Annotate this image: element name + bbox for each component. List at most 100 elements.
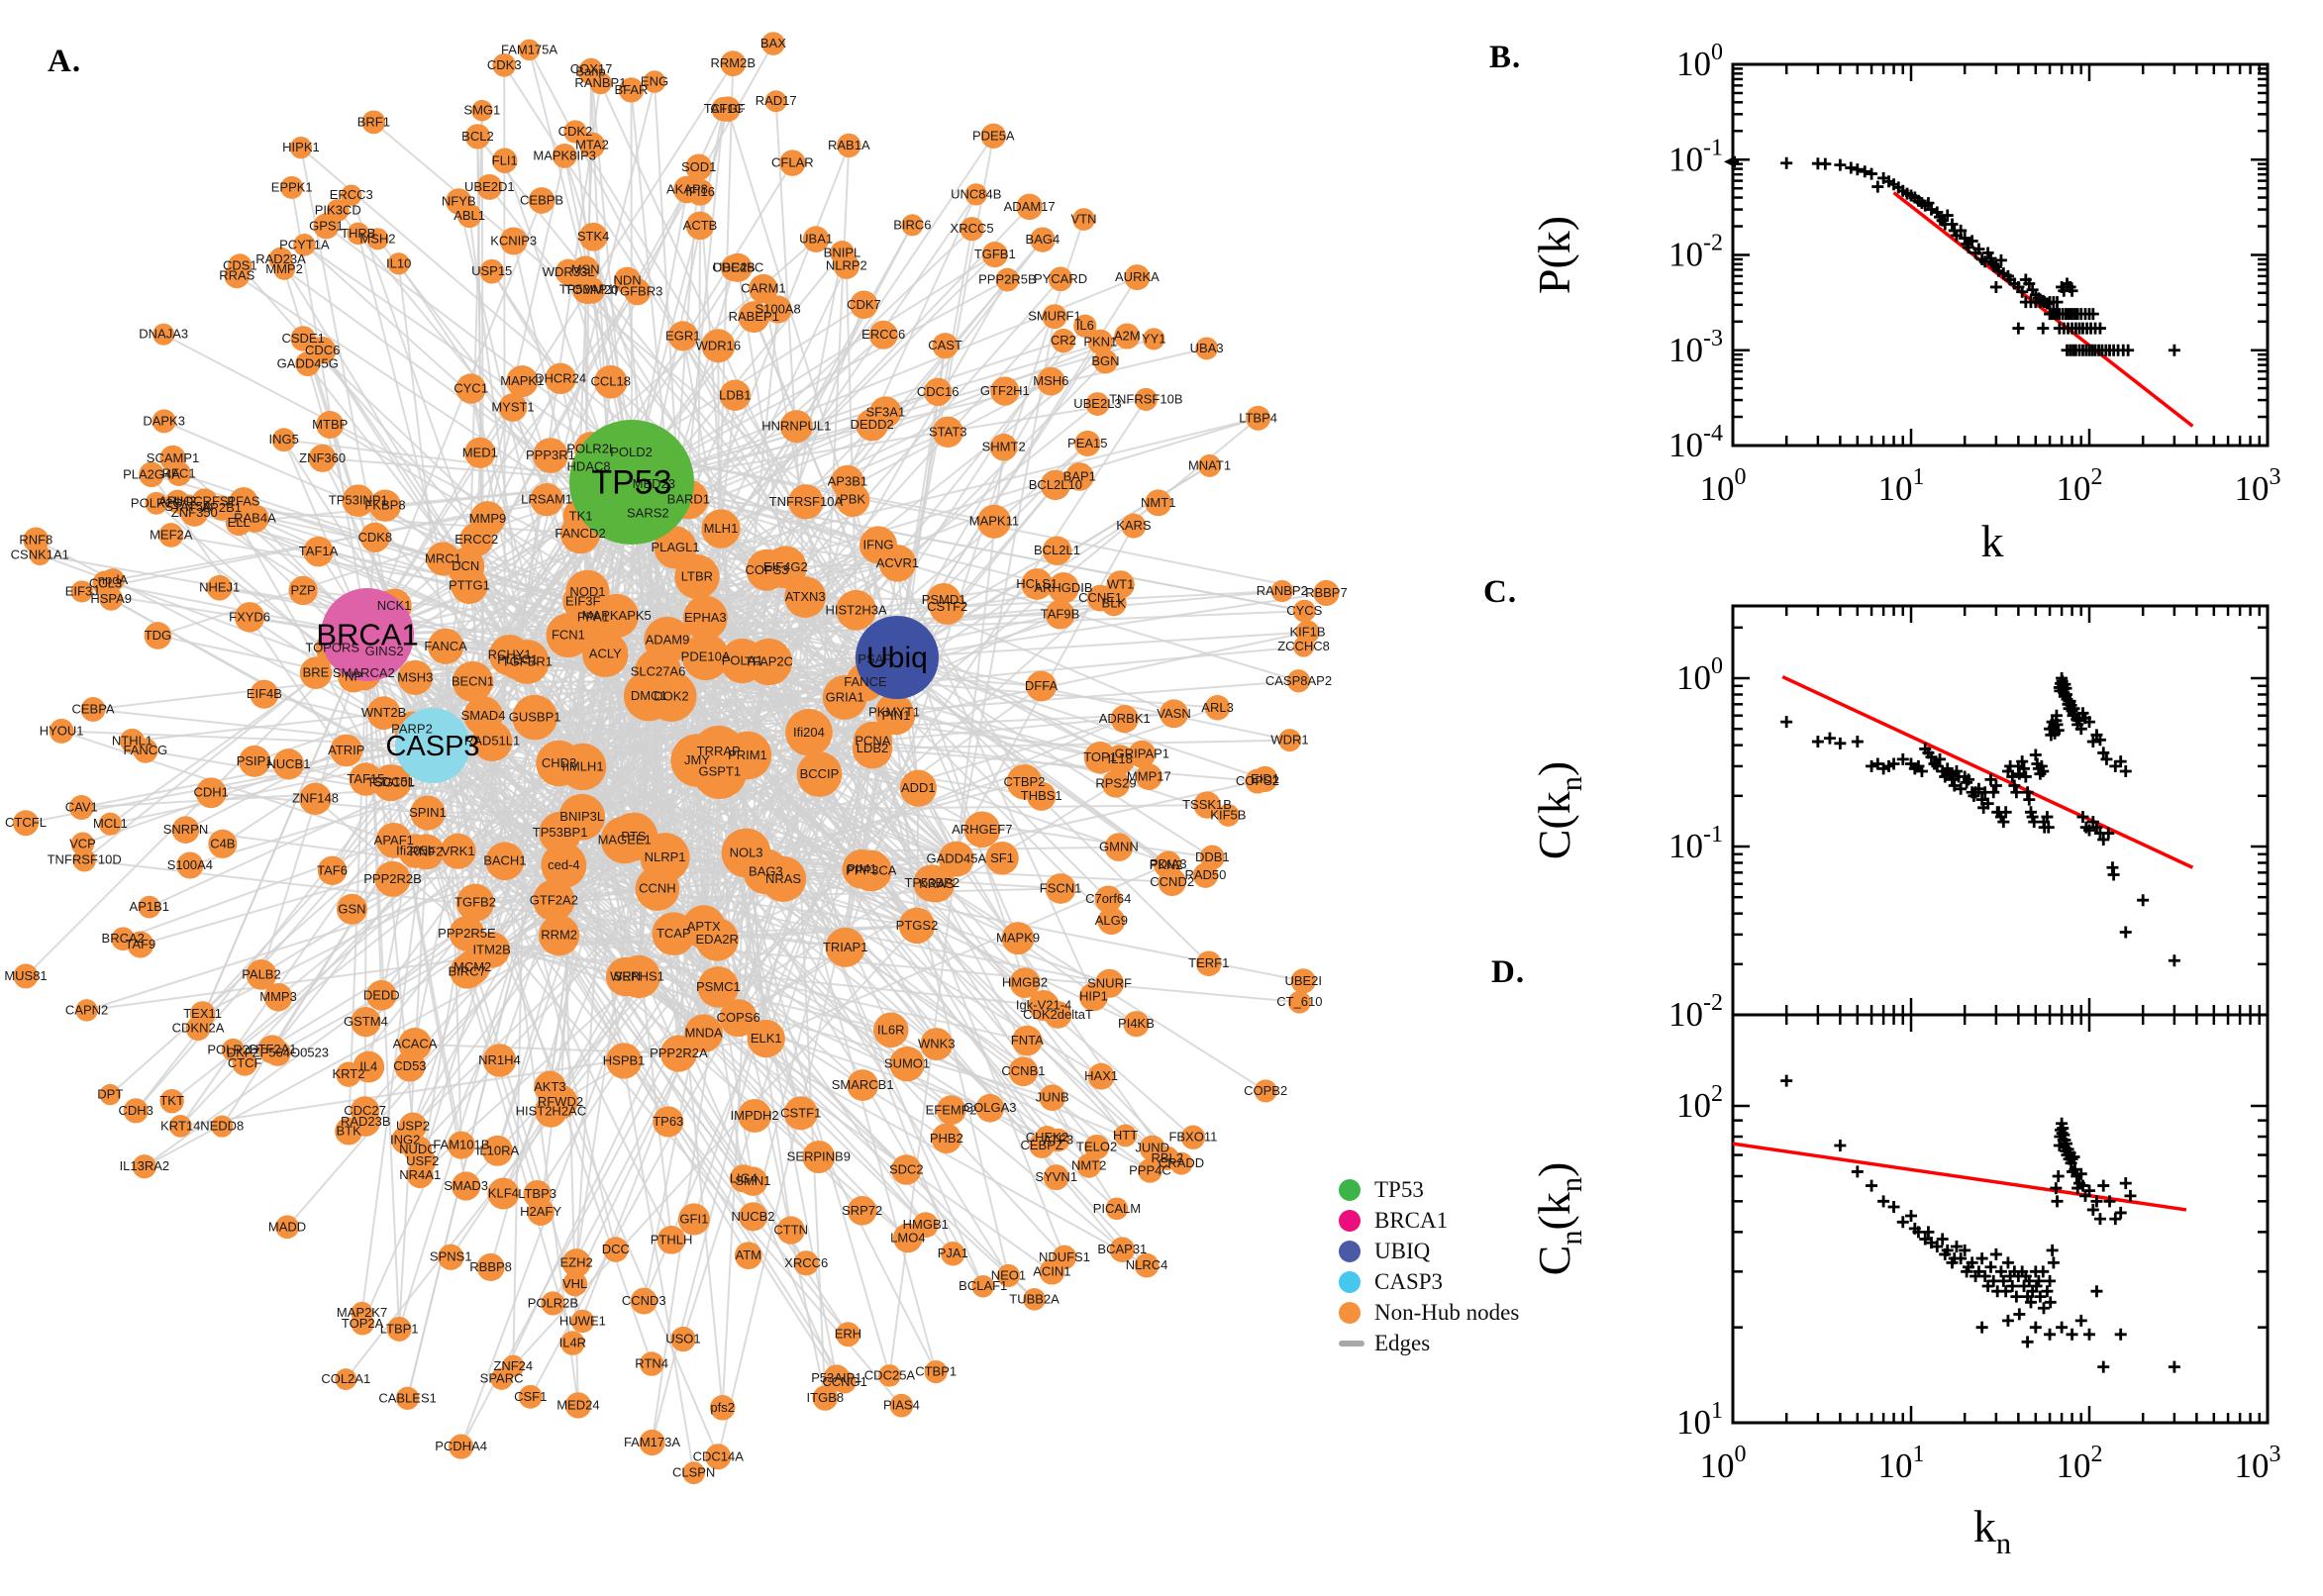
network-node-label: GRIA1 xyxy=(826,689,864,704)
network-node xyxy=(49,718,74,744)
network-node-label: TCAP xyxy=(656,926,691,941)
network-node xyxy=(1011,1025,1043,1056)
network-node-label: SF1 xyxy=(990,850,1014,865)
network-node-label: KCNIP3 xyxy=(490,233,537,248)
network-node xyxy=(1072,208,1095,231)
fit-line xyxy=(1732,1142,2187,1212)
axis-ticks xyxy=(1731,1015,2270,1425)
tick-label: 101 xyxy=(1676,1398,1723,1442)
network-node xyxy=(963,811,1001,848)
network-node-label: KRT2 xyxy=(332,1066,364,1081)
network-node xyxy=(1040,469,1071,501)
network-node-label: NOD1 xyxy=(569,584,605,599)
network-node xyxy=(464,124,491,150)
network-node xyxy=(932,333,959,359)
network-node-label: GPS1 xyxy=(309,218,344,233)
hub-label-brca1: BRCA1 xyxy=(316,618,418,652)
network-node-label: FANCE xyxy=(844,674,887,689)
network-node-label: PDE5A xyxy=(972,128,1015,143)
network-node-label: MAGEE1 xyxy=(598,832,652,847)
network-node xyxy=(350,1096,380,1126)
network-node-label: EIF4G2 xyxy=(763,559,808,574)
network-node-label: PPP2R2A xyxy=(650,1046,708,1060)
network-node-label: TK1 xyxy=(569,508,593,523)
network-node xyxy=(853,721,893,761)
network-node-label: HAX1 xyxy=(1084,1068,1118,1083)
network-node xyxy=(594,364,628,399)
network-node-label: TNFRSF10D xyxy=(48,852,122,867)
network-node-label: KLF4 xyxy=(488,1186,519,1201)
network-node-label: GRIPAP1 xyxy=(1115,747,1169,761)
network-node-label: MED1 xyxy=(462,445,498,459)
network-node-label: TEX11 xyxy=(183,1006,222,1021)
network-node-label: GADD45A xyxy=(926,851,986,866)
network-node-label: CHD3 xyxy=(542,755,576,770)
network-node-label: CSTF1 xyxy=(780,1105,821,1120)
network-node xyxy=(565,569,610,615)
network-node-label: NR1H4 xyxy=(478,1052,521,1067)
network-node-label: CR2 xyxy=(1051,333,1076,348)
network-node xyxy=(195,777,227,809)
network-node-label: HDAC8 xyxy=(567,458,611,473)
network-node-label: HSPA9 xyxy=(90,591,132,606)
network-node-label: TSG101 xyxy=(366,775,414,790)
network-node-label: RFWD2 xyxy=(538,1094,583,1109)
network-node xyxy=(701,509,741,549)
network-node xyxy=(738,1202,768,1232)
network-node xyxy=(996,1263,1021,1288)
network-node-label: LDB1 xyxy=(719,387,752,402)
network-node xyxy=(336,1061,361,1087)
network-node xyxy=(609,812,658,861)
network-node-label: HNRNPUL1 xyxy=(761,419,831,434)
network-node-label: CTGF xyxy=(710,101,745,116)
node-swatch-icon xyxy=(1339,1301,1361,1324)
network-node-label: WT1 xyxy=(1107,576,1134,591)
network-node-label: EPHA3 xyxy=(684,610,727,625)
network-node xyxy=(533,879,575,922)
network-node-label: RRM2B xyxy=(711,55,757,70)
network-node-label: POLR2H xyxy=(207,1042,258,1056)
network-node-label: CDK7 xyxy=(847,297,881,312)
network-node xyxy=(577,276,605,304)
network-node-label: WDR1 xyxy=(1270,733,1308,748)
network-node xyxy=(361,110,386,135)
network-node xyxy=(395,1386,420,1410)
network-node-label: PKN2 xyxy=(1150,857,1183,872)
network-node xyxy=(695,918,739,961)
network-node-label: PICALM xyxy=(1093,1201,1141,1216)
network-node-label: ARL3 xyxy=(1201,700,1234,715)
network-node-label: CEBPA xyxy=(71,701,114,716)
network-node-label: BIRC7 xyxy=(448,963,485,978)
network-node-label: MSH6 xyxy=(1033,373,1068,388)
network-node-label: EFEMP2 xyxy=(926,1102,977,1117)
network-node xyxy=(449,916,485,951)
network-node-label: AP1B1 xyxy=(130,899,169,914)
network-node-label: RBL2 xyxy=(1151,1150,1183,1165)
network-node xyxy=(1039,1258,1065,1285)
network-node xyxy=(995,267,1020,292)
network-node-label: MMP9 xyxy=(469,511,507,526)
network-node-label: NUDC xyxy=(399,1142,437,1156)
network-node-label: PKMYT1 xyxy=(868,705,920,720)
network-node-label: ced-4 xyxy=(548,857,580,872)
network-node-label: BAX xyxy=(760,36,786,50)
network-node-label: FSCN1 xyxy=(1040,880,1082,895)
network-node-label: TGFBR1 xyxy=(502,654,553,669)
network-node xyxy=(239,745,271,777)
network-node-label: TNFRSF10B xyxy=(1109,391,1182,406)
network-node-label: RBBP7 xyxy=(1305,585,1348,600)
network-node xyxy=(985,842,1019,875)
network-node-label: UBA1 xyxy=(799,232,833,247)
network-node xyxy=(1105,745,1136,775)
network-node-label: MTBP xyxy=(312,417,348,432)
network-node xyxy=(831,464,864,499)
network-node xyxy=(180,498,209,527)
network-node xyxy=(359,522,390,552)
network-node xyxy=(387,252,410,275)
network-node-label: CABLES1 xyxy=(378,1390,437,1405)
network-node-label: POLR2B xyxy=(528,1295,578,1310)
network-node xyxy=(825,927,865,967)
network-node xyxy=(1195,950,1222,977)
network-node-label: SF3A1 xyxy=(865,404,905,419)
network-node-label: GUSBP1 xyxy=(509,710,561,725)
